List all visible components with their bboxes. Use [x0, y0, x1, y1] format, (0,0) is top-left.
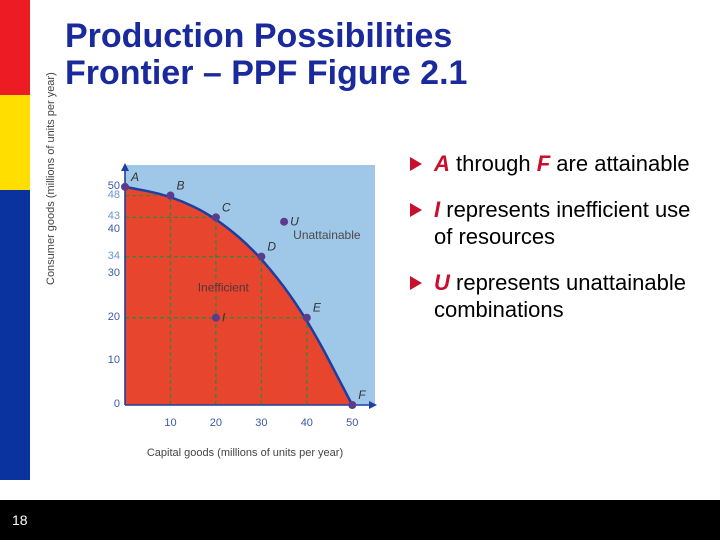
svg-text:U: U: [290, 215, 299, 229]
bullet-text: U represents unattainable combinations: [434, 269, 700, 324]
slide: Production Possibilities Frontier – PPF …: [0, 0, 720, 540]
accent-yellow: [0, 95, 30, 190]
svg-text:C: C: [222, 200, 231, 214]
bullet-item: I represents inefficient use of resource…: [410, 196, 700, 251]
y-tick: 10: [90, 354, 120, 366]
x-axis-label: Capital goods (millions of units per yea…: [105, 447, 385, 459]
bullet-item: A through F are attainable: [410, 150, 700, 178]
y-axis-label: Consumer goods (millions of units per ye…: [45, 72, 57, 285]
y-tick: 0: [90, 398, 120, 410]
bullet-arrow-icon: [410, 157, 424, 171]
y-tick: 40: [90, 223, 120, 235]
footer-bar: 18: [0, 500, 720, 540]
x-tick: 30: [249, 417, 273, 429]
svg-text:D: D: [267, 240, 276, 254]
bullet-text: I represents inefficient use of resource…: [434, 196, 700, 251]
bullet-text: A through F are attainable: [434, 150, 690, 178]
bullet-item: U represents unattainable combinations: [410, 269, 700, 324]
y-tick-extra: 34: [90, 250, 120, 262]
svg-text:E: E: [313, 301, 322, 315]
svg-text:Unattainable: Unattainable: [293, 228, 361, 242]
accent-blue: [0, 190, 30, 480]
svg-text:B: B: [176, 179, 184, 193]
y-tick-extra: 48: [90, 189, 120, 201]
slide-title: Production Possibilities Frontier – PPF …: [65, 18, 685, 93]
y-tick: 30: [90, 267, 120, 279]
plot-area: ABCDEFIUInefficientUnattainable: [115, 155, 385, 415]
svg-text:Inefficient: Inefficient: [198, 281, 250, 295]
accent-red: [0, 0, 30, 95]
svg-text:A: A: [130, 170, 139, 184]
y-tick: 20: [90, 311, 120, 323]
page-number: 18: [12, 512, 28, 528]
x-tick: 40: [295, 417, 319, 429]
svg-text:F: F: [358, 388, 366, 402]
ppf-chart: Consumer goods (millions of units per ye…: [45, 145, 395, 465]
x-tick: 20: [204, 417, 228, 429]
bullet-list: A through F are attainable I represents i…: [410, 150, 700, 342]
y-tick-extra: 43: [90, 210, 120, 222]
side-accent: [0, 0, 30, 480]
x-tick: 50: [340, 417, 364, 429]
title-line1: Production Possibilities: [65, 18, 685, 55]
bullet-arrow-icon: [410, 203, 424, 217]
x-tick: 10: [158, 417, 182, 429]
title-line2: Frontier – PPF Figure 2.1: [65, 55, 685, 92]
bullet-arrow-icon: [410, 276, 424, 290]
